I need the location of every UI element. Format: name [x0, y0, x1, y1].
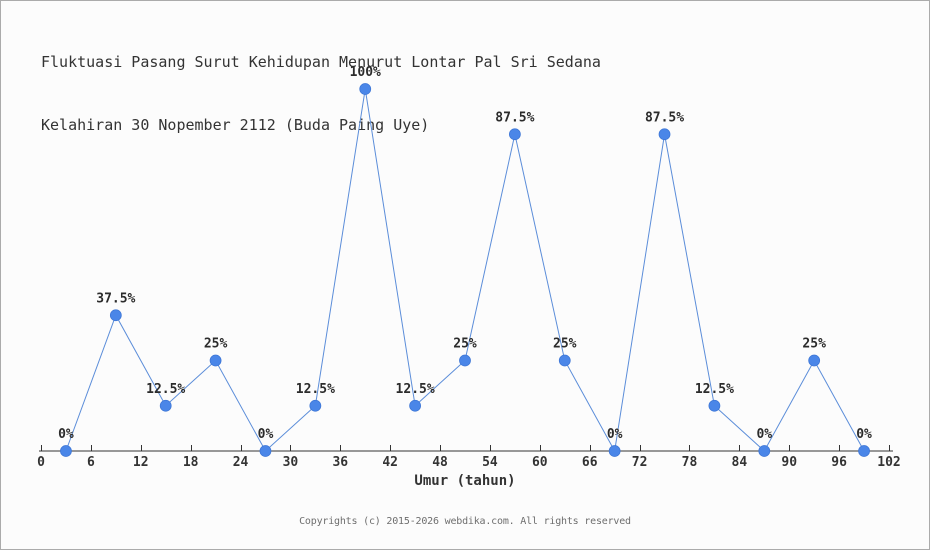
data-point-marker	[509, 128, 521, 141]
chart-title: Fluktuasi Pasang Surut Kehidupan Menurut…	[41, 10, 601, 178]
x-tick-label: 90	[781, 455, 797, 470]
data-point-marker	[808, 354, 821, 367]
data-point-marker	[359, 83, 372, 95]
x-tick-label: 18	[183, 455, 199, 470]
chart-title-line1: Fluktuasi Pasang Surut Kehidupan Menurut…	[41, 53, 601, 71]
x-tick-label: 78	[682, 455, 698, 470]
x-tick-label: 96	[831, 455, 847, 470]
x-tick-label: 42	[382, 455, 398, 470]
data-point-marker	[259, 445, 272, 457]
data-point-label: 12.5%	[396, 382, 435, 397]
data-point-label: 87.5%	[495, 110, 534, 125]
data-point-label: 0%	[258, 427, 274, 442]
x-tick-label: 54	[482, 455, 498, 470]
data-point-label: 0%	[856, 427, 872, 442]
data-point-marker	[60, 445, 72, 457]
x-tick-label: 48	[432, 455, 448, 470]
data-point-label: 87.5%	[645, 110, 684, 125]
x-tick-label: 66	[582, 455, 598, 470]
data-point-marker	[109, 309, 122, 322]
data-point-marker	[658, 128, 671, 141]
data-point-marker	[459, 354, 471, 367]
x-tick-label: 72	[632, 455, 648, 470]
x-tick-label: 36	[332, 455, 348, 470]
data-point-label: 25%	[453, 337, 477, 352]
x-tick-label: 30	[283, 455, 299, 470]
data-point-marker	[558, 354, 571, 367]
x-axis-title: Umur (tahun)	[414, 473, 516, 489]
data-point-marker	[858, 445, 870, 457]
x-tick-label: 0	[37, 455, 45, 470]
data-point-label: 100%	[350, 65, 381, 80]
data-point-label: 25%	[553, 337, 577, 352]
data-point-marker	[409, 399, 421, 412]
line-chart-svg: 0 6 12 18 24 30 36 42 48 54 60 66 72 78 84 90 96 102 0% 37.…	[37, 65, 901, 470]
x-tick-label: 102	[877, 455, 900, 470]
data-point-label: 12.5%	[296, 382, 335, 397]
data-line	[65, 88, 865, 453]
x-tick-label: 6	[87, 455, 95, 470]
data-point-marker	[608, 445, 621, 457]
x-tick-label: 24	[233, 455, 249, 470]
data-point-marker	[708, 399, 721, 412]
x-tick-label: 60	[532, 455, 548, 470]
chart-title-line2: Kelahiran 30 Nopember 2112 (Buda Paing U…	[41, 116, 430, 134]
x-tick-label: 84	[732, 455, 748, 470]
data-point-marker	[309, 399, 322, 412]
data-point-marker	[758, 445, 771, 457]
data-point-marker	[159, 399, 172, 412]
data-point-label: 25%	[802, 337, 826, 352]
data-point-label: 12.5%	[695, 382, 734, 397]
data-point-label: 25%	[204, 337, 228, 352]
data-point-marker	[209, 354, 222, 367]
data-point-label: 0%	[58, 427, 74, 442]
x-tick-label: 12	[133, 455, 149, 470]
copyright-text: Copyrights (c) 2015-2026 webdika.com. Al…	[299, 516, 631, 527]
data-point-label: 0%	[756, 427, 772, 442]
data-point-label: 12.5%	[146, 382, 185, 397]
data-point-label: 37.5%	[96, 291, 135, 306]
data-point-label: 0%	[607, 427, 623, 442]
